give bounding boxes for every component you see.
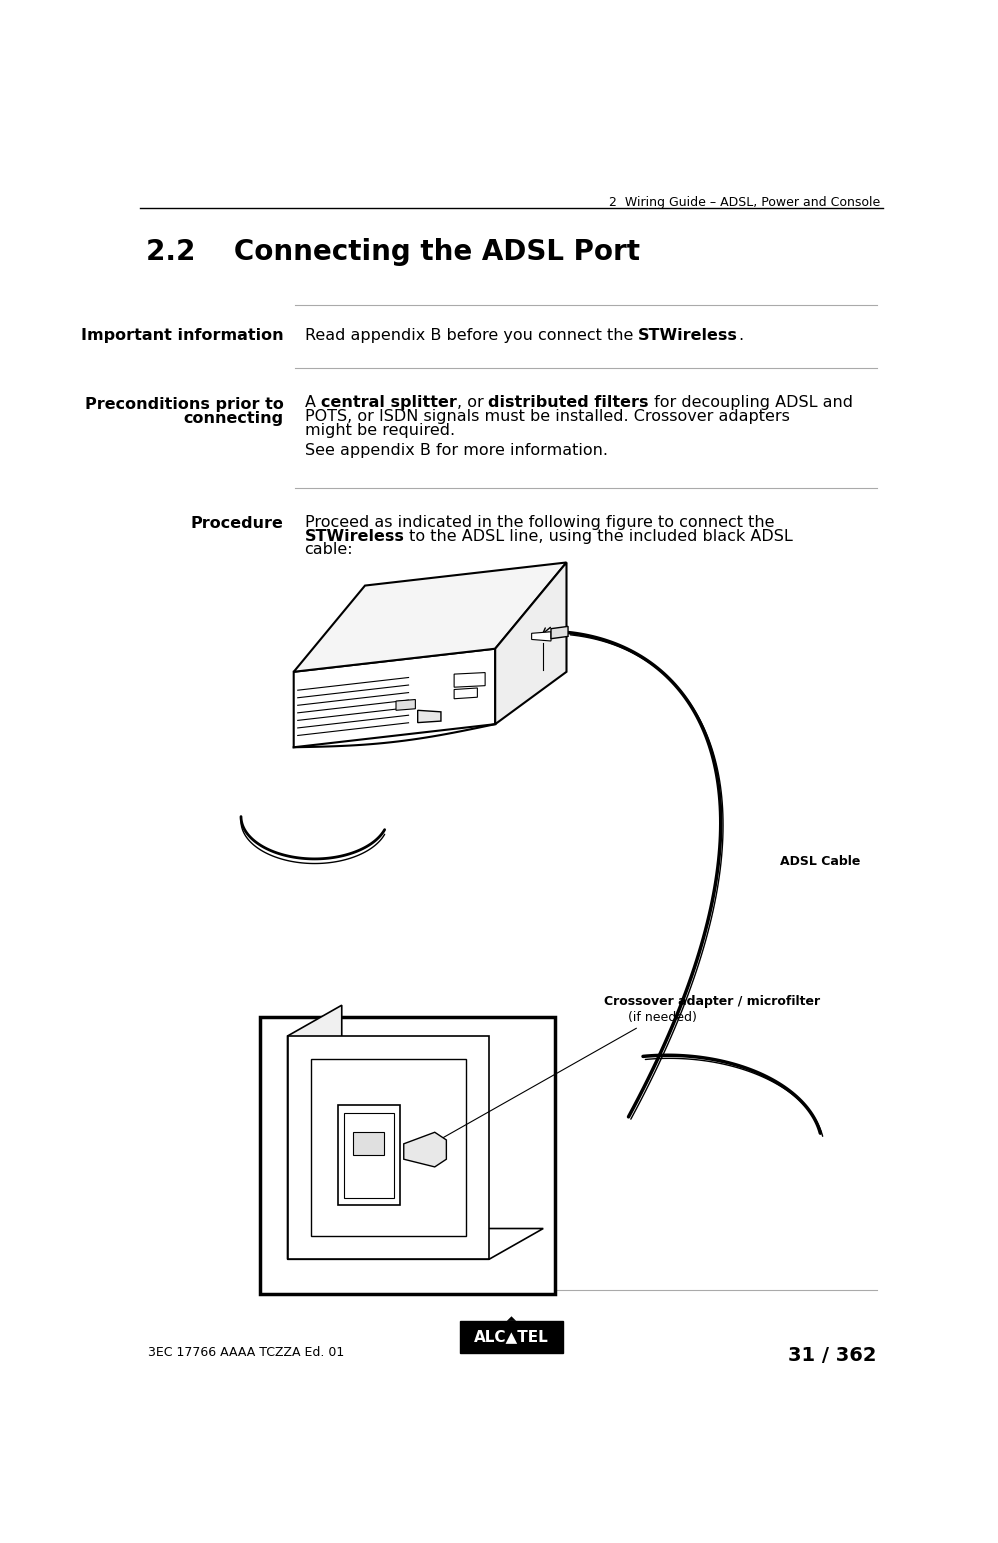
Text: Important information: Important information [81, 327, 283, 343]
Polygon shape [404, 1133, 446, 1167]
Text: cable:: cable: [304, 543, 353, 557]
Polygon shape [353, 1133, 384, 1156]
Polygon shape [310, 1058, 466, 1236]
Text: Preconditions prior to: Preconditions prior to [85, 397, 283, 412]
Text: central splitter: central splitter [320, 395, 456, 410]
Text: .: . [738, 327, 744, 343]
Text: ALC▲TEL: ALC▲TEL [474, 1330, 549, 1344]
Polygon shape [287, 1004, 341, 1259]
Text: See appendix B for more information.: See appendix B for more information. [304, 443, 608, 458]
Text: A: A [304, 395, 320, 410]
Text: POTS, or ISDN signals must be installed. Crossover adapters: POTS, or ISDN signals must be installed.… [304, 409, 789, 424]
Polygon shape [532, 631, 551, 640]
Bar [260, 1017, 555, 1295]
Text: to the ADSL line, using the included black ADSL: to the ADSL line, using the included bla… [404, 529, 793, 543]
Text: STWireless: STWireless [638, 327, 738, 343]
Text: might be required.: might be required. [304, 423, 455, 438]
Polygon shape [287, 1035, 489, 1259]
Text: Procedure: Procedure [191, 517, 283, 531]
Text: 2.2    Connecting the ADSL Port: 2.2 Connecting the ADSL Port [147, 238, 641, 265]
Polygon shape [396, 699, 415, 710]
Text: Crossover adapter / microfilter: Crossover adapter / microfilter [604, 995, 819, 1008]
Polygon shape [454, 673, 485, 687]
Polygon shape [551, 626, 568, 639]
Text: for decoupling ADSL and: for decoupling ADSL and [649, 395, 853, 410]
Text: distributed filters: distributed filters [488, 395, 649, 410]
Text: ADSL Cable: ADSL Cable [779, 855, 860, 869]
Polygon shape [495, 563, 567, 724]
Polygon shape [287, 1228, 543, 1259]
Polygon shape [418, 710, 441, 722]
Polygon shape [293, 648, 495, 747]
Bar [459, 1321, 564, 1353]
Text: Read appendix B before you connect the: Read appendix B before you connect the [304, 327, 638, 343]
Bar [344, 1113, 393, 1197]
Polygon shape [507, 1316, 516, 1321]
Text: 3EC 17766 AAAA TCZZA Ed. 01: 3EC 17766 AAAA TCZZA Ed. 01 [148, 1347, 344, 1359]
Text: , or: , or [456, 395, 488, 410]
Text: (if needed): (if needed) [629, 1011, 698, 1023]
Polygon shape [293, 563, 567, 671]
Text: STWireless: STWireless [304, 529, 404, 543]
Text: 2  Wiring Guide – ADSL, Power and Console: 2 Wiring Guide – ADSL, Power and Console [609, 196, 880, 208]
Text: connecting: connecting [184, 410, 283, 426]
Text: 31 / 362: 31 / 362 [788, 1347, 876, 1366]
Bar [338, 1105, 400, 1205]
Text: Proceed as indicated in the following figure to connect the: Proceed as indicated in the following fi… [304, 515, 774, 529]
Polygon shape [454, 688, 477, 699]
